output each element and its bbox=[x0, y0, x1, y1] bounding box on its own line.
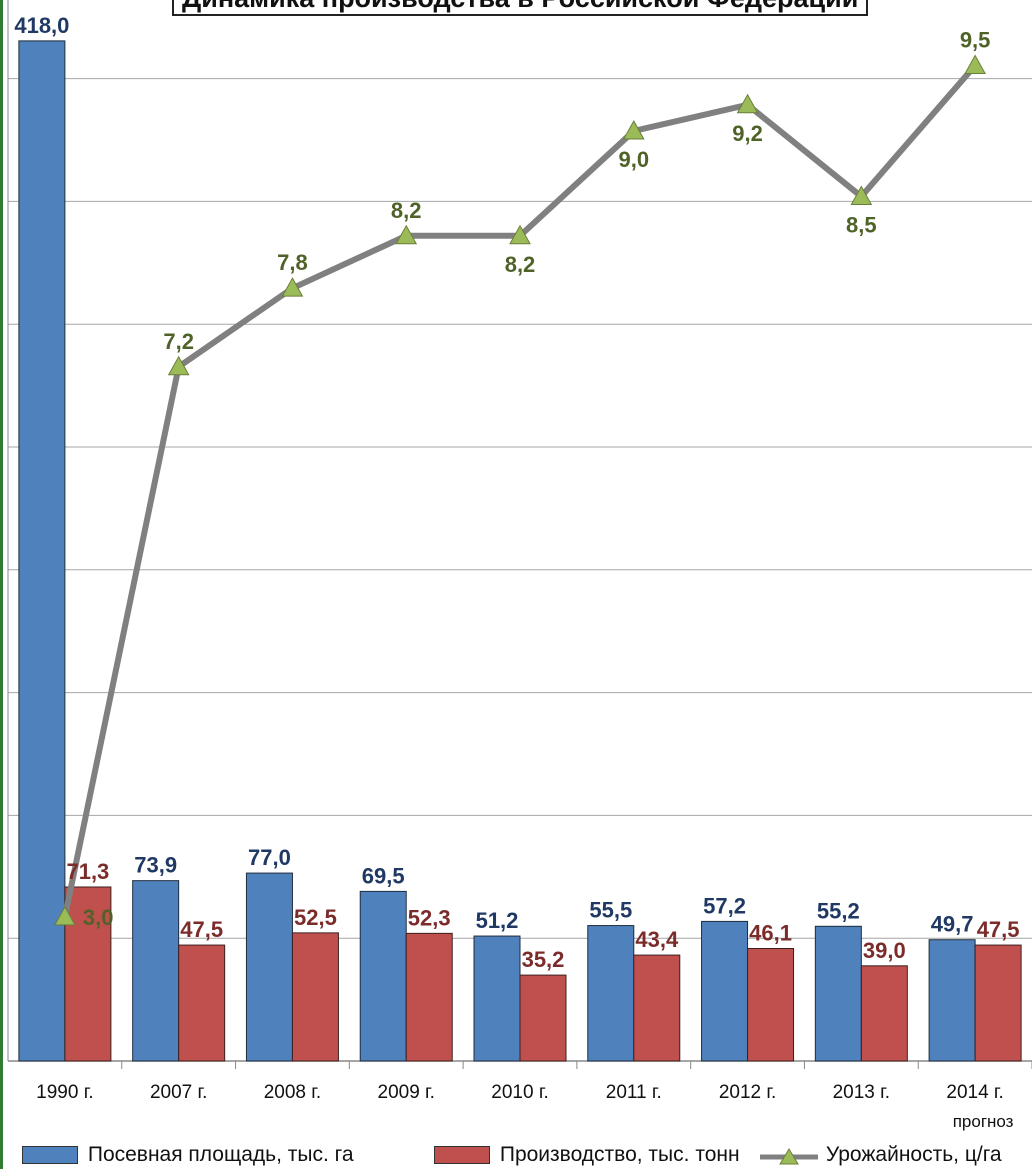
chart-frame-border bbox=[0, 0, 3, 1169]
data-label-area: 57,2 bbox=[703, 893, 746, 918]
category-sublabel: прогноз bbox=[953, 1112, 1014, 1131]
data-label-area: 51,2 bbox=[476, 908, 519, 933]
category-label: 2008 г. bbox=[264, 1082, 321, 1103]
data-label-yield: 7,8 bbox=[277, 250, 308, 275]
data-label-production: 39,0 bbox=[863, 938, 906, 963]
legend: Посевная площадь, тыс. га Производство, … bbox=[22, 1141, 1032, 1169]
bar-area bbox=[245, 872, 293, 1062]
bars bbox=[18, 40, 1022, 1062]
legend-label-yield: Урожайность, ц/га bbox=[825, 1143, 1002, 1166]
yield-marker bbox=[964, 54, 986, 74]
data-label-yield: 8,5 bbox=[846, 212, 877, 237]
legend-item-area: Посевная площадь, тыс. га bbox=[22, 1141, 354, 1169]
legend-swatch-production bbox=[434, 1146, 490, 1165]
legend-label-production: Производство, тыс. тонн bbox=[499, 1143, 740, 1166]
bar-area bbox=[18, 40, 66, 1062]
bar-production bbox=[860, 965, 908, 1062]
category-label: 2011 г. bbox=[606, 1082, 662, 1103]
category-label: 2010 г. bbox=[491, 1082, 548, 1103]
data-label-area: 77,0 bbox=[248, 845, 291, 870]
yield-series-line bbox=[61, 63, 978, 918]
bar-production bbox=[747, 947, 795, 1062]
data-label-area: 418,0 bbox=[14, 13, 69, 38]
bar-area bbox=[132, 880, 180, 1062]
data-label-area: 49,7 bbox=[931, 912, 974, 937]
bar-production bbox=[178, 944, 226, 1062]
yield-marker bbox=[54, 905, 76, 926]
data-label-area: 69,5 bbox=[362, 863, 405, 888]
data-label-production: 47,5 bbox=[180, 917, 223, 942]
bar-production bbox=[405, 932, 453, 1062]
category-label: 2012 г. bbox=[719, 1082, 776, 1103]
category-label: 2009 г. bbox=[378, 1082, 435, 1103]
category-label: 2014 г. bbox=[946, 1082, 1003, 1103]
data-label-yield: 9,2 bbox=[732, 121, 763, 146]
legend-swatch-area bbox=[22, 1146, 78, 1165]
data-labels: 418,0 71,3 73,9 47,5 77,0 52,5 69,552,3 51,235,… bbox=[14, 13, 1019, 972]
bar-production bbox=[291, 932, 339, 1062]
bar-area bbox=[587, 925, 635, 1062]
yield-marker bbox=[281, 277, 304, 297]
yield-marker bbox=[736, 93, 759, 114]
data-label-yield: 8,2 bbox=[505, 252, 536, 277]
bar-production bbox=[974, 944, 1022, 1062]
bar-production bbox=[519, 974, 567, 1062]
data-label-production: 52,5 bbox=[294, 905, 337, 930]
bar-area bbox=[473, 935, 521, 1062]
data-label-production: 52,3 bbox=[408, 905, 451, 930]
legend-label-area: Посевная площадь, тыс. га bbox=[87, 1143, 354, 1166]
category-label: 2007 г. bbox=[150, 1082, 207, 1103]
yield-marker bbox=[395, 224, 418, 245]
data-label-yield: 9,0 bbox=[618, 147, 649, 172]
data-label-production: 46,1 bbox=[749, 920, 792, 945]
yield-marker bbox=[622, 119, 645, 140]
category-label: 2013 г. bbox=[833, 1082, 890, 1103]
bar-production bbox=[633, 954, 681, 1062]
data-label-area: 73,9 bbox=[134, 853, 177, 878]
data-label-production: 47,5 bbox=[977, 917, 1020, 942]
data-label-yield: 9,5 bbox=[960, 27, 991, 52]
data-label-yield: 8,2 bbox=[391, 198, 422, 223]
data-label-area: 55,5 bbox=[589, 898, 632, 923]
bar-area bbox=[701, 920, 749, 1062]
legend-item-production: Производство, тыс. тонн bbox=[434, 1141, 740, 1169]
category-label: 1990 г. bbox=[36, 1082, 93, 1103]
yield-marker bbox=[509, 224, 531, 245]
yield-line bbox=[54, 54, 986, 926]
data-label-production: 71,3 bbox=[66, 859, 109, 884]
data-label-production: 43,4 bbox=[635, 927, 679, 952]
data-label-production: 35,2 bbox=[522, 947, 565, 972]
data-label-area: 55,2 bbox=[817, 898, 860, 923]
data-label-yield: 3,0 bbox=[83, 905, 114, 930]
data-label-yield: 7,2 bbox=[163, 329, 194, 354]
bar-production bbox=[64, 886, 112, 1062]
yield-marker bbox=[850, 185, 873, 205]
yield-marker bbox=[167, 355, 190, 376]
category-axis: 1990 г. 2007 г. 2008 г. 2009 г. 2010 г. 2011 … bbox=[36, 1082, 1014, 1131]
legend-swatch-yield bbox=[760, 1146, 818, 1165]
bar-area bbox=[814, 925, 862, 1062]
chart-title: Динамика производства в Российской Федер… bbox=[172, 0, 869, 16]
bar-area bbox=[359, 890, 407, 1062]
bar-area bbox=[928, 939, 976, 1062]
legend-item-yield: Урожайность, ц/га bbox=[760, 1141, 1002, 1169]
